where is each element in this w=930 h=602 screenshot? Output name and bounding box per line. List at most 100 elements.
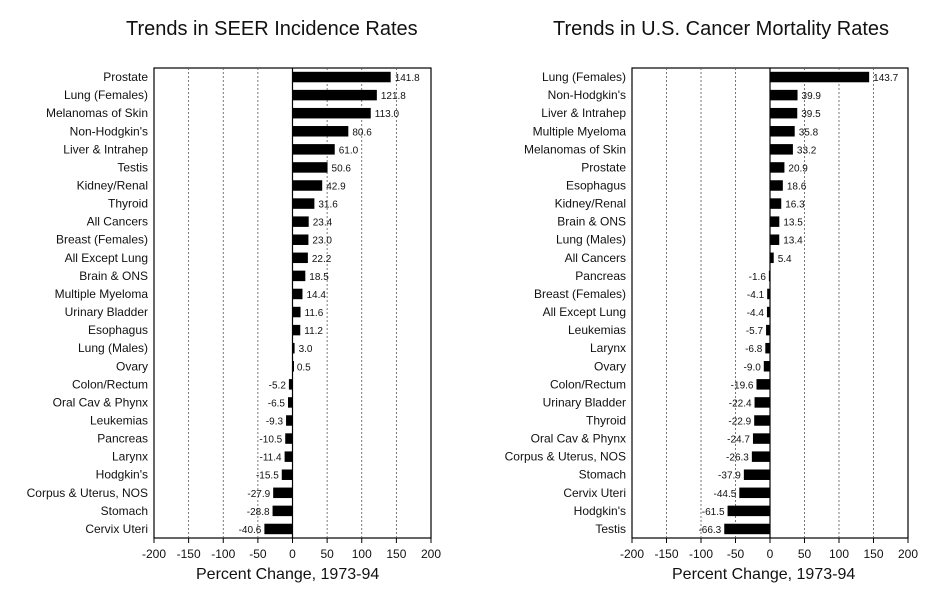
category-label: Larynx xyxy=(590,341,626,355)
category-label: Colon/Rectum xyxy=(550,377,626,391)
data-label: 39.5 xyxy=(801,109,821,120)
data-label: 0.5 xyxy=(297,362,311,373)
category-label: Lung (Males) xyxy=(78,341,148,355)
category-label: Melanomas of Skin xyxy=(524,142,626,156)
data-label: 16.3 xyxy=(785,200,805,211)
x-tick-label: 150 xyxy=(863,547,883,561)
bar xyxy=(766,324,770,336)
category-label: Multiple Myeloma xyxy=(55,287,149,301)
bar xyxy=(286,415,293,426)
data-label: -9.3 xyxy=(266,417,284,428)
bar xyxy=(767,288,770,300)
incidence-bar-chart: -200 -150 -100 -50 0 50 100 150 200 Prostate 141.8… xyxy=(27,67,441,561)
category-label: Oral Cav & Phynx xyxy=(53,395,148,409)
data-label: 22.2 xyxy=(312,254,332,265)
data-label: 13.5 xyxy=(783,218,803,229)
category-label: Brain & ONS xyxy=(557,215,626,229)
incidence-chart-panel: Trends in SEER Incidence Rates -200 -150-… xyxy=(27,18,442,583)
data-label: -10.5 xyxy=(259,435,282,446)
bar xyxy=(770,180,783,191)
data-label: 18.6 xyxy=(787,182,807,193)
bar xyxy=(770,198,782,209)
data-label: 11.2 xyxy=(304,326,323,337)
bar xyxy=(770,216,780,227)
category-label: Thyroid xyxy=(586,414,626,428)
category-label: Larynx xyxy=(112,450,148,464)
data-label: -44.5 xyxy=(713,489,736,500)
bar xyxy=(766,306,770,318)
category-label: Brain & ONS xyxy=(79,269,148,283)
category-label: Liver & Intrahep xyxy=(63,142,148,156)
data-label: -5.7 xyxy=(746,326,764,337)
x-axis-label: Percent Change, 1973-94 xyxy=(196,566,380,583)
bar xyxy=(288,379,293,390)
category-label: Kidney/Renal xyxy=(77,179,148,193)
x-tick-label: 0 xyxy=(289,547,296,561)
x-axis-label: Percent Change, 1973-94 xyxy=(672,566,856,583)
data-label: 61.0 xyxy=(339,145,359,156)
bar xyxy=(292,89,377,101)
category-label: Ovary xyxy=(594,359,626,373)
bar xyxy=(770,252,774,264)
category-label: Pancreas xyxy=(575,269,626,283)
data-label: -61.5 xyxy=(702,507,725,518)
category-label: Prostate xyxy=(581,160,626,174)
bar xyxy=(281,469,293,480)
data-label: 23.4 xyxy=(313,218,333,229)
data-label: 31.6 xyxy=(318,200,338,211)
data-label: -66.3 xyxy=(698,525,721,536)
bar xyxy=(727,505,770,517)
bar xyxy=(285,433,293,444)
category-label: Lung (Males) xyxy=(556,233,626,247)
bar xyxy=(770,126,795,137)
data-label: 14.4 xyxy=(306,290,326,301)
x-tick-label: 200 xyxy=(898,547,918,561)
data-label: 3.0 xyxy=(299,344,313,355)
bar xyxy=(292,306,301,318)
x-tick-label: 200 xyxy=(421,547,441,561)
data-label: -27.9 xyxy=(247,489,270,500)
x-tick-label: 50 xyxy=(320,547,334,561)
category-label: Cervix Uteri xyxy=(563,486,626,500)
bar xyxy=(292,126,349,137)
data-label: 39.9 xyxy=(802,91,822,102)
category-label: Corpus & Uterus, NOS xyxy=(27,486,148,500)
bar xyxy=(754,415,770,426)
data-label: -26.3 xyxy=(726,453,749,464)
data-label: 80.6 xyxy=(352,127,372,138)
bar xyxy=(739,487,770,499)
category-label: Kidney/Renal xyxy=(555,197,626,211)
category-label: Non-Hodgkin's xyxy=(70,124,148,138)
data-label: -40.6 xyxy=(239,525,262,536)
category-label: Leukemias xyxy=(568,323,626,337)
category-label: All Except Lung xyxy=(543,305,626,319)
category-label: Testis xyxy=(117,160,148,174)
data-label: 23.0 xyxy=(312,236,332,247)
bar xyxy=(292,270,306,282)
x-tick-label: -150 xyxy=(654,547,678,561)
category-label: Liver & Intrahep xyxy=(541,106,626,120)
category-label: Leukemias xyxy=(90,414,148,428)
bar xyxy=(770,144,793,155)
category-label: Multiple Myeloma xyxy=(533,124,627,138)
x-tick-label: -100 xyxy=(689,547,713,561)
data-label: -24.7 xyxy=(727,435,750,446)
x-tick-label: -150 xyxy=(177,547,201,561)
category-label: Breast (Females) xyxy=(534,287,626,301)
category-label: Non-Hodgkin's xyxy=(548,88,626,102)
category-label: Cervix Uteri xyxy=(85,522,148,536)
category-label: Urinary Bladder xyxy=(543,395,626,409)
category-label: Esophagus xyxy=(88,323,148,337)
bar xyxy=(287,397,293,408)
bar xyxy=(264,523,293,535)
category-label: Melanomas of Skin xyxy=(46,106,148,120)
category-label: Stomach xyxy=(579,468,626,482)
category-label: Corpus & Uterus, NOS xyxy=(505,450,626,464)
x-tick-label: -50 xyxy=(249,547,267,561)
bar xyxy=(292,107,371,119)
category-label: Urinary Bladder xyxy=(65,305,148,319)
x-tick-label: 100 xyxy=(352,547,372,561)
x-tick-label: 150 xyxy=(386,547,406,561)
bar xyxy=(765,342,770,354)
x-tick-label: -200 xyxy=(620,547,644,561)
